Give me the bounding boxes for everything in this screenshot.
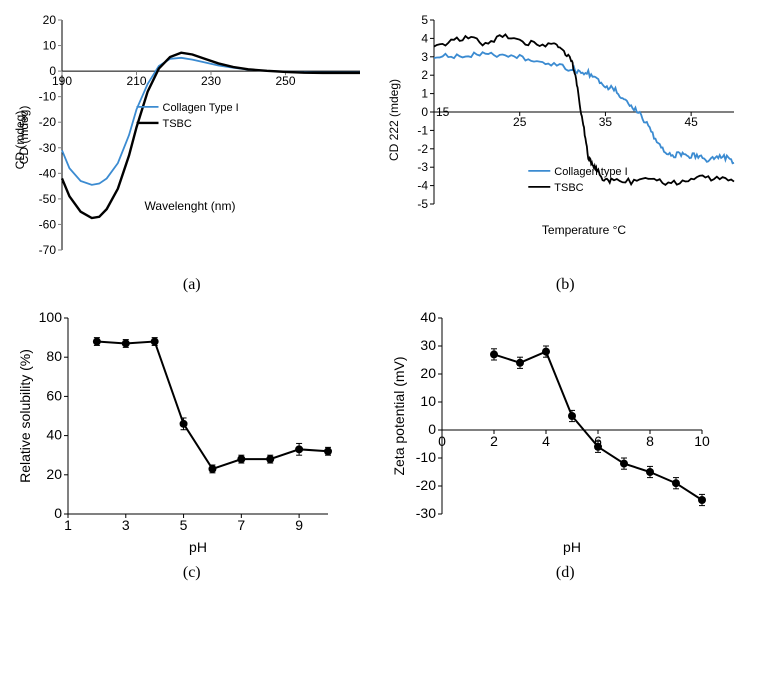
svg-text:7: 7 [237,517,245,533]
caption-a: (a) [10,270,374,308]
svg-text:1: 1 [421,87,428,101]
svg-text:100: 100 [39,309,63,325]
svg-text:-2: -2 [417,142,428,156]
svg-text:210: 210 [126,74,146,88]
panel-b: -5-4-3-2-1012345253545Temperature °CColl… [384,10,748,270]
svg-text:pH: pH [563,539,581,555]
svg-text:-20: -20 [39,115,57,129]
svg-text:-10: -10 [415,449,435,465]
svg-text:40: 40 [46,427,62,443]
chart-a: -70-60-50-40-30-20-1001020190210230250CD… [10,10,370,270]
svg-text:-60: -60 [39,217,57,231]
svg-text:-5: -5 [417,197,428,211]
svg-text:pH: pH [189,539,207,555]
panel-c: 0 20 40 60 80 100 1 3 5 7 9 Relative solubility (%)… [10,308,374,558]
svg-text:4: 4 [542,433,550,449]
svg-text:-1: -1 [417,123,428,137]
svg-text:1: 1 [64,517,72,533]
svg-text:30: 30 [420,337,436,353]
svg-text:0: 0 [421,105,428,119]
svg-text:TSBC: TSBC [554,182,583,194]
svg-text:2: 2 [490,433,498,449]
svg-text:15: 15 [436,105,450,119]
chart-d: -30-20-100102030400246810Zeta potential … [384,308,714,558]
svg-text:10: 10 [43,39,57,53]
svg-text:CD (mdeg): CD (mdeg) [13,111,27,170]
svg-text:-40: -40 [39,166,57,180]
svg-text:4: 4 [421,31,428,45]
svg-text:80: 80 [46,348,62,364]
svg-text:45: 45 [684,115,698,129]
svg-text:-50: -50 [39,192,57,206]
svg-text:Collagen type I: Collagen type I [554,166,627,178]
panel-a: -70-60-50-40-30-20-1001020190210230250CD… [10,10,374,270]
caption-c: (c) [10,558,374,596]
svg-text:Wavelenght (nm): Wavelenght (nm) [145,199,236,213]
svg-text:230: 230 [201,74,221,88]
svg-text:20: 20 [46,466,62,482]
caption-b: (b) [384,270,748,308]
svg-text:60: 60 [46,387,62,403]
svg-text:TSBC: TSBC [163,118,192,130]
svg-text:0: 0 [54,505,62,521]
svg-text:35: 35 [598,115,612,129]
caption-d: (d) [384,558,748,596]
svg-text:Temperature °C: Temperature °C [541,223,625,237]
svg-text:0: 0 [428,421,436,437]
svg-text:10: 10 [420,393,436,409]
svg-text:-30: -30 [415,505,435,521]
svg-text:2: 2 [421,68,428,82]
svg-text:3: 3 [421,50,428,64]
svg-text:8: 8 [646,433,654,449]
svg-text:250: 250 [275,74,295,88]
svg-text:-4: -4 [417,179,428,193]
panel-d: -30-20-100102030400246810Zeta potential … [384,308,748,558]
svg-text:20: 20 [43,13,57,27]
svg-text:5: 5 [421,13,428,27]
svg-text:3: 3 [122,517,130,533]
svg-text:-20: -20 [415,477,435,493]
svg-text:-10: -10 [39,90,57,104]
chart-c: 0 20 40 60 80 100 1 3 5 7 9 Relative solubility (%)… [10,308,340,558]
svg-text:20: 20 [420,365,436,381]
svg-text:-30: -30 [39,141,57,155]
svg-text:Collagen Type I: Collagen Type I [163,102,239,114]
svg-text:CD 222 (mdeg): CD 222 (mdeg) [387,79,401,161]
svg-text:9: 9 [295,517,303,533]
svg-text:Zeta potential (mV): Zeta potential (mV) [391,356,407,475]
svg-text:0: 0 [438,433,446,449]
chart-b: -5-4-3-2-1012345253545Temperature °CColl… [384,10,744,240]
svg-text:25: 25 [513,115,527,129]
svg-text:-70: -70 [39,243,57,257]
svg-text:190: 190 [52,74,72,88]
svg-text:10: 10 [694,433,710,449]
svg-text:-3: -3 [417,160,428,174]
svg-text:Relative solubility (%): Relative solubility (%) [17,349,33,483]
svg-text:40: 40 [420,309,436,325]
svg-text:5: 5 [180,517,188,533]
